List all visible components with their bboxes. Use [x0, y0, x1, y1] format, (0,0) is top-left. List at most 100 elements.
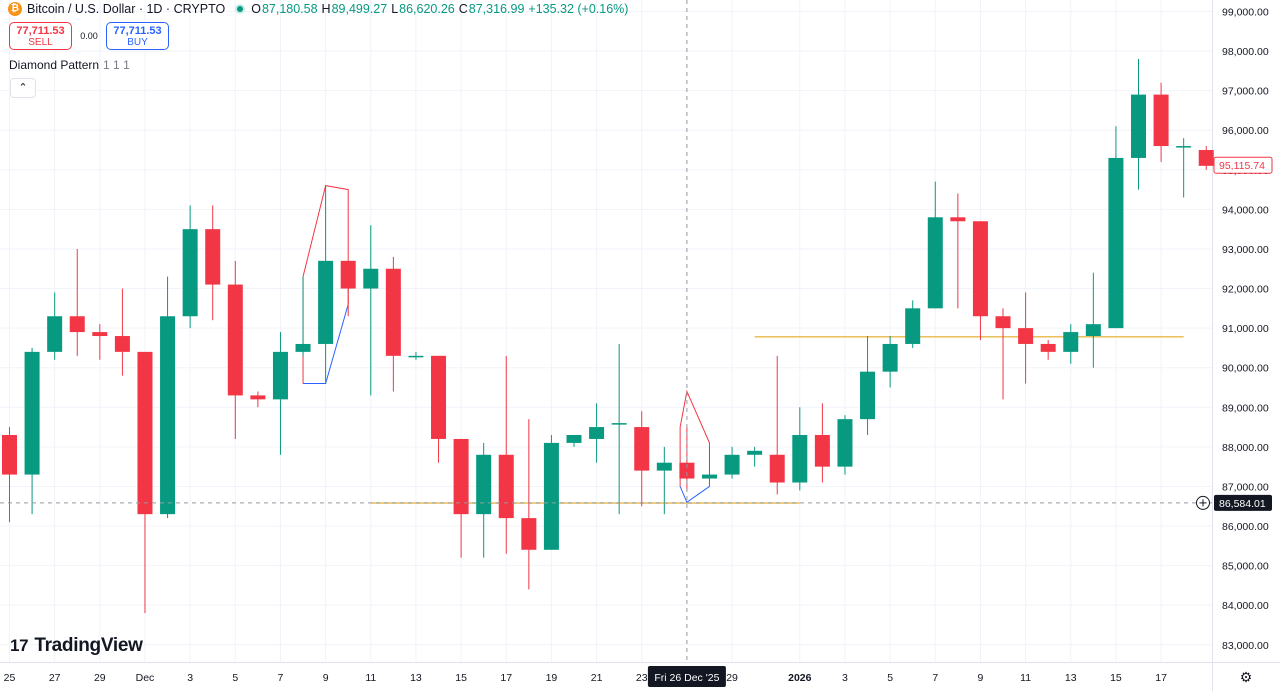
price-tick-label: 96,000.00: [1222, 125, 1269, 137]
candle-body: [1153, 94, 1169, 147]
time-tick-label: 9: [323, 672, 329, 684]
candle: [701, 446, 717, 487]
time-tick-label: 7: [278, 672, 284, 684]
candle: [476, 442, 492, 558]
candle: [634, 411, 650, 507]
time-tick-label: 17: [1155, 672, 1167, 684]
candle-body: [679, 462, 695, 479]
candle: [69, 248, 85, 356]
candle-body: [1063, 332, 1079, 352]
market-open-dot-icon: [237, 6, 244, 12]
candle-body: [837, 419, 853, 467]
sell-label: SELL: [28, 37, 53, 48]
time-tick-label: 25: [4, 672, 16, 684]
high-label: H: [321, 2, 331, 16]
time-tick-label: 9: [978, 672, 984, 684]
candle: [566, 434, 582, 447]
symbol-title[interactable]: Bitcoin / U.S. Dollar · 1D · CRYPTO: [27, 2, 226, 16]
time-tick-label: 5: [232, 672, 238, 684]
candle-body: [769, 454, 785, 483]
gear-icon[interactable]: ⚙: [1239, 669, 1253, 685]
tradingview-mark-icon: 17: [10, 636, 29, 655]
time-tick-label: 23: [636, 672, 648, 684]
candle-body: [160, 316, 176, 515]
candle-body: [972, 221, 988, 317]
candle-body: [656, 462, 672, 471]
candle: [543, 434, 559, 550]
candle: [521, 419, 537, 590]
crosshair: [0, 0, 1212, 662]
candle: [589, 403, 605, 463]
candle: [1131, 58, 1146, 190]
candle-body: [611, 423, 627, 425]
candle-body: [92, 332, 108, 337]
candle-body: [408, 355, 424, 358]
time-tick-label: 15: [1110, 672, 1122, 684]
price-tick-label: 90,000.00: [1222, 363, 1269, 375]
price-tick-label: 87,000.00: [1222, 481, 1269, 493]
candle: [272, 332, 288, 455]
candle-body: [431, 355, 447, 439]
price-tick-label: 89,000.00: [1222, 402, 1269, 414]
spread-value: 0.00: [80, 31, 98, 41]
tradingview-logo[interactable]: 17 TradingView: [10, 635, 143, 657]
indicator-legend[interactable]: Diamond Pattern 1 1 1: [9, 58, 130, 72]
bitcoin-icon: ₿: [8, 2, 22, 16]
candle: [1108, 126, 1124, 329]
time-tick-label: 13: [410, 672, 422, 684]
candle-body: [860, 371, 876, 420]
candle: [318, 185, 334, 384]
candle-body: [114, 336, 130, 352]
candle: [363, 225, 379, 396]
candle: [408, 351, 424, 360]
candle: [1063, 324, 1079, 364]
candle-body: [905, 308, 921, 344]
collapse-legend-button[interactable]: ⌃: [10, 78, 36, 98]
buy-price: 77,711.53: [113, 25, 162, 37]
trade-panel: 77,711.53 SELL 0.00 77,711.53 BUY: [9, 22, 169, 50]
close-label: C: [458, 2, 468, 16]
candle-body: [589, 427, 605, 439]
candle: [340, 260, 356, 317]
buy-button[interactable]: 77,711.53 BUY: [106, 22, 169, 50]
last-price-label: 95,115.74: [1219, 160, 1265, 172]
price-tick-label: 86,000.00: [1222, 521, 1269, 533]
time-tick-label: 11: [1020, 672, 1031, 684]
time-tick-label: 11: [365, 672, 376, 684]
candle: [385, 256, 401, 392]
crosshair-date-tag: [647, 666, 726, 687]
crosshair-price-label: 86,584.01: [1219, 498, 1266, 510]
candle: [656, 446, 672, 515]
candle: [747, 446, 763, 467]
indicator-name: Diamond Pattern: [9, 58, 100, 72]
candle: [1198, 146, 1214, 170]
candle: [2, 427, 17, 523]
candle: [972, 221, 988, 340]
sell-button[interactable]: 77,711.53 SELL: [9, 22, 72, 50]
candle: [611, 343, 627, 515]
price-tick-label: 98,000.00: [1222, 46, 1269, 58]
candle-body: [205, 229, 221, 285]
candle: [1040, 339, 1056, 360]
candle-body: [24, 351, 40, 475]
tradingview-wordmark: TradingView: [34, 635, 143, 656]
candle: [498, 355, 514, 554]
time-axis[interactable]: 25 27 29 Dec 3 5 7 9 11 13 15 17 19 21 23 29 2026 3 5 7 9 11 1…: [4, 666, 1167, 687]
time-tick-label: Dec: [136, 672, 155, 684]
candle: [837, 415, 853, 475]
candle-body: [1176, 146, 1192, 148]
price-axis[interactable]: 83,000.00 84,000.00 85,000.00 86,000.00 87,0…: [1196, 6, 1273, 652]
candle-body: [1108, 157, 1124, 329]
candle-body: [47, 316, 63, 352]
candle: [927, 181, 943, 309]
candle-body: [385, 268, 401, 356]
candle: [24, 347, 40, 515]
close-value: 87,316.99: [468, 2, 525, 16]
time-tick-label: 5: [887, 672, 893, 684]
candle: [295, 276, 311, 356]
diamond-upper-edge: [302, 185, 349, 305]
candle: [792, 407, 808, 491]
